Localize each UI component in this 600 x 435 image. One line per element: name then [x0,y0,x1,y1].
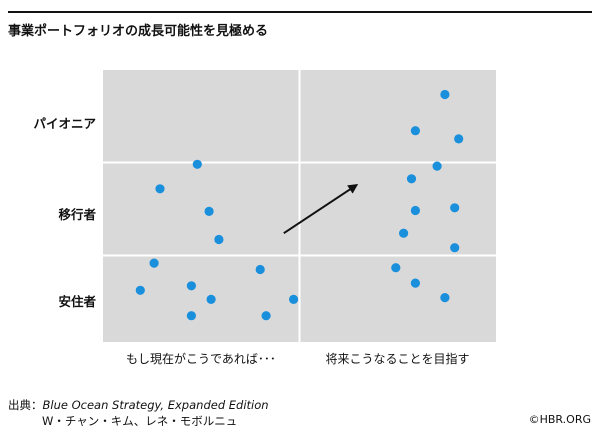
data-points [135,89,464,321]
data-point-current-5 [149,258,159,268]
data-point-future-8 [399,228,409,238]
column-label-current: もし現在がこうであれば･･･ [126,352,276,366]
row-label-pioneer: パイオニア [33,116,96,131]
data-point-future-7 [410,205,420,216]
row-label-settler: 安住者 [58,294,96,309]
credit-text: ©HBR.ORG [528,413,591,426]
data-point-current-7 [135,285,145,295]
row-label-migrator: 移行者 [58,207,96,222]
data-point-current-4 [214,234,224,245]
data-point-future-3 [454,134,464,144]
data-point-current-11 [186,311,196,321]
data-point-current-3 [204,206,214,216]
data-point-current-9 [206,294,216,304]
chart-title: 事業ポートフォリオの成長可能性を見極める [8,24,269,39]
top-rule [8,11,592,13]
source-note: 出典：Blue Ocean Strategy, Expanded Edition… [8,397,269,429]
source-label: 出典： [8,398,43,412]
data-point-future-1 [440,89,450,100]
source-authors: W・チャン・キム、レネ・モボルニュ [42,414,238,428]
data-point-future-11 [410,278,420,288]
data-point-future-5 [406,174,417,184]
data-point-current-2 [155,184,165,194]
column-label-future: 将来こうなることを目指す [325,352,470,366]
data-point-current-1 [192,159,202,169]
data-point-future-4 [432,161,442,171]
data-point-current-8 [186,281,196,291]
data-point-future-10 [391,263,401,273]
data-point-current-12 [261,311,271,321]
data-point-future-9 [450,243,460,253]
transition-arrow [283,183,359,235]
data-point-future-2 [410,126,420,136]
data-point-current-10 [289,294,299,304]
source-title: Blue Ocean Strategy, Expanded Edition [42,398,269,412]
data-point-future-6 [450,203,460,213]
data-point-future-12 [440,293,450,303]
data-point-current-6 [255,264,265,275]
